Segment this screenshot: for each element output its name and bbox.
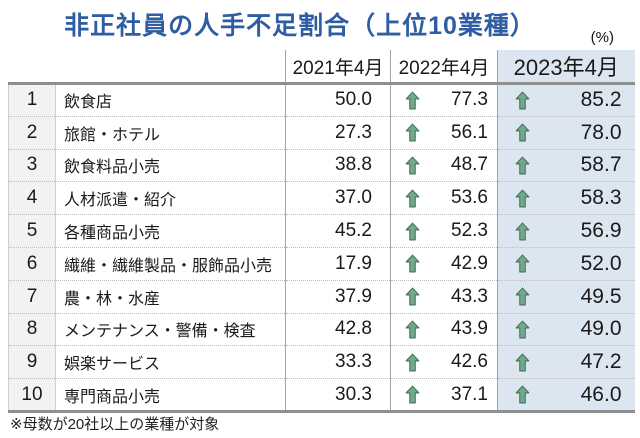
table-row: 9 娯楽サービス 33.3 42.6 47.2 — [8, 345, 635, 379]
unit-label: (%) — [590, 29, 614, 46]
value-2022: 37.1 — [451, 383, 488, 405]
up-arrow-icon — [515, 353, 530, 372]
up-arrow-icon — [405, 287, 420, 306]
up-arrow-icon — [515, 385, 530, 404]
table-row: 8 メンテナンス・警備・検査 42.8 43.9 49.0 — [8, 312, 635, 346]
up-arrow-icon — [515, 91, 530, 110]
table-row: 3 飲食料品小売 38.8 48.7 58.7 — [8, 148, 635, 182]
up-arrow-icon — [405, 156, 420, 175]
up-arrow-icon — [405, 353, 420, 372]
rank-cell: 3 — [8, 148, 56, 182]
value-2023: 52.0 — [580, 251, 622, 275]
up-arrow-icon — [405, 222, 420, 241]
value-2021: 37.9 — [335, 285, 372, 307]
header-industry — [55, 50, 286, 85]
industry-cell: 旅館・ホテル — [55, 115, 286, 150]
industry-cell: 人材派遣・紹介 — [55, 181, 286, 215]
up-arrow-icon — [405, 254, 420, 273]
header-row: 2021年4月 2022年4月 2023年4月 — [8, 50, 635, 85]
shortage-ratio-table: 2021年4月 2022年4月 2023年4月 1 飲食店 50.0 77.3 … — [8, 50, 635, 413]
up-arrow-icon — [405, 123, 420, 142]
value-2021: 42.8 — [335, 318, 372, 340]
up-arrow-icon — [405, 320, 420, 339]
rank-cell: 1 — [8, 83, 56, 117]
rank-cell: 4 — [8, 181, 56, 215]
header-rank — [8, 50, 56, 85]
up-arrow-icon — [405, 385, 420, 404]
table-row: 5 各種商品小売 45.2 52.3 56.9 — [8, 214, 635, 248]
value-2021: 30.3 — [335, 383, 372, 405]
table-row: 10 専門商品小売 30.3 37.1 46.0 — [8, 378, 635, 413]
up-arrow-icon — [405, 189, 420, 208]
rank-cell: 10 — [8, 378, 56, 413]
industry-cell: 繊維・繊維製品・服飾品小売 — [55, 246, 286, 281]
table-row: 2 旅館・ホテル 27.3 56.1 78.0 — [8, 115, 635, 150]
footnote: ※母数が20社以上の業種が対象 — [10, 416, 220, 433]
value-2022: 42.6 — [451, 351, 488, 373]
industry-cell: 娯楽サービス — [55, 345, 286, 379]
up-arrow-icon — [515, 189, 530, 208]
value-2021: 45.2 — [335, 220, 372, 242]
up-arrow-icon — [515, 123, 530, 142]
page-title: 非正社員の人手不足割合（上位10業種） — [64, 12, 536, 40]
industry-cell: 飲食料品小売 — [55, 148, 286, 182]
rank-cell: 6 — [8, 246, 56, 281]
industry-cell: メンテナンス・警備・検査 — [55, 312, 286, 346]
value-2022: 53.6 — [451, 187, 488, 209]
value-2022: 42.9 — [451, 252, 488, 274]
value-2021: 33.3 — [335, 351, 372, 373]
value-2022: 56.1 — [451, 121, 488, 143]
up-arrow-icon — [515, 287, 530, 306]
up-arrow-icon — [515, 254, 530, 273]
rank-cell: 5 — [8, 214, 56, 248]
value-2021: 37.0 — [335, 187, 372, 209]
value-2023: 56.9 — [580, 219, 622, 243]
value-2023: 78.0 — [580, 120, 622, 144]
rank-cell: 9 — [8, 345, 56, 379]
rank-cell: 2 — [8, 115, 56, 150]
value-2023: 58.3 — [580, 186, 622, 210]
industry-cell: 農・林・水産 — [55, 279, 286, 314]
table-row: 6 繊維・繊維製品・服飾品小売 17.9 42.9 52.0 — [8, 246, 635, 281]
value-2023: 47.2 — [580, 350, 622, 374]
column-header-2023: 2023年4月 — [497, 50, 635, 85]
column-header-2021: 2021年4月 — [285, 50, 391, 85]
value-2023: 85.2 — [580, 88, 622, 112]
value-2021: 38.8 — [335, 154, 372, 176]
value-2023: 46.0 — [580, 382, 622, 406]
value-2021: 17.9 — [335, 252, 372, 274]
value-2022: 52.3 — [451, 220, 488, 242]
value-2023: 49.0 — [580, 317, 622, 341]
value-2021: 27.3 — [335, 121, 372, 143]
table-row: 4 人材派遣・紹介 37.0 53.6 58.3 — [8, 181, 635, 215]
rank-cell: 7 — [8, 279, 56, 314]
value-2022: 48.7 — [451, 154, 488, 176]
up-arrow-icon — [515, 222, 530, 241]
value-2022: 43.3 — [451, 285, 488, 307]
table-row: 7 農・林・水産 37.9 43.3 49.5 — [8, 279, 635, 314]
up-arrow-icon — [515, 156, 530, 175]
value-2023: 58.7 — [580, 153, 622, 177]
value-2023: 49.5 — [580, 284, 622, 308]
column-header-2022: 2022年4月 — [390, 50, 498, 85]
value-2022: 77.3 — [451, 89, 488, 111]
table-row: 1 飲食店 50.0 77.3 85.2 — [8, 83, 635, 117]
value-2022: 43.9 — [451, 318, 488, 340]
industry-cell: 飲食店 — [64, 94, 113, 112]
industry-cell: 各種商品小売 — [55, 214, 286, 248]
industry-cell: 専門商品小売 — [55, 378, 286, 413]
up-arrow-icon — [515, 320, 530, 339]
rank-cell: 8 — [8, 312, 56, 346]
up-arrow-icon — [405, 91, 420, 110]
value-2021: 50.0 — [335, 89, 372, 111]
